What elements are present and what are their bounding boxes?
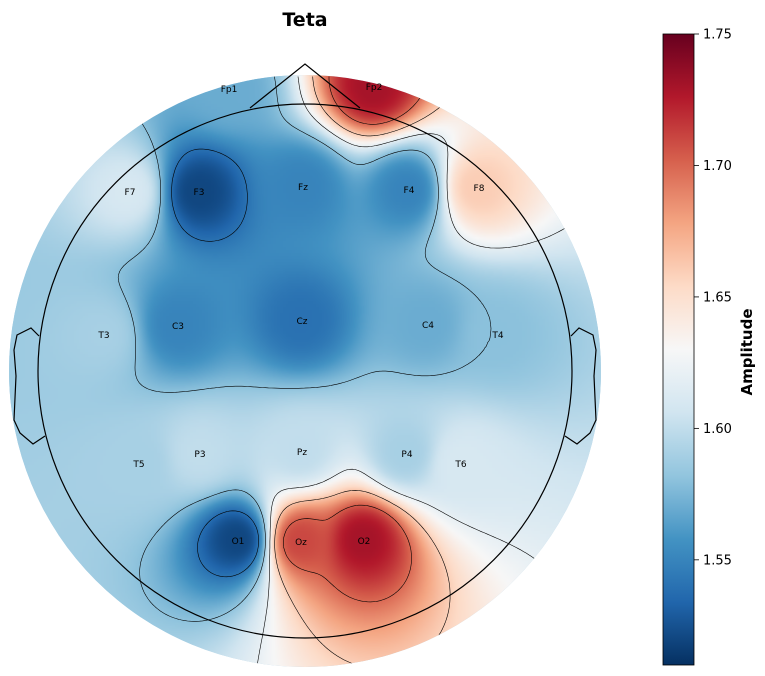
head-outline (13, 63, 597, 639)
electrode-label-f3: F3 (194, 188, 205, 198)
colorbar-tick-label: 1.60 (703, 422, 732, 437)
electrode-label-oz: Oz (295, 538, 307, 548)
electrode-label-c4: C4 (422, 321, 434, 331)
left-ear-outline (13, 327, 46, 445)
electrode-label-pz: Pz (297, 448, 307, 458)
electrode-labels: Fp1 Fp2 F7 F3 Fz F4 F8 T3 C3 Cz C4 T4 T5 P3 Pz P4 T6 O1 Oz… (97, 83, 503, 548)
head-circle (37, 103, 573, 639)
contour-line (283, 76, 429, 603)
colorbar-tick-label: 1.65 (703, 290, 732, 305)
colorbar-gradient (663, 34, 694, 665)
electrode-label-fz: Fz (298, 183, 308, 193)
electrode-label-c3: C3 (172, 322, 184, 332)
electrode-label-p3: P3 (194, 450, 205, 460)
colorbar-tick-label: 1.55 (703, 553, 732, 568)
contour-lines (105, 76, 601, 667)
colorbar-frame (662, 33, 695, 666)
electrode-label-t6: T6 (454, 460, 466, 470)
electrode-label-fp1: Fp1 (221, 85, 238, 95)
electrode-label-fp2: Fp2 (366, 83, 383, 93)
electrode-label-o2: O2 (358, 537, 371, 547)
scalp-map (9, 75, 601, 667)
contour-line (171, 148, 259, 578)
colorbar-ticks: 1.55 1.60 1.65 1.70 1.75 (694, 28, 732, 568)
contour-line (274, 76, 466, 667)
colorbar-label: Amplitude (738, 308, 756, 395)
amplitude-heatmap (9, 75, 601, 667)
electrode-label-f8: F8 (474, 184, 485, 194)
heatmap-image (9, 75, 601, 667)
colorbar: 1.55 1.60 1.65 1.70 1.75 Amplitude (662, 28, 756, 666)
electrode-label-t4: T4 (491, 331, 503, 341)
electrode-label-p4: P4 (401, 450, 412, 460)
right-ear-outline (564, 327, 597, 445)
electrode-label-o1: O1 (232, 537, 245, 547)
electrode-label-f7: F7 (125, 188, 136, 198)
electrode-label-cz: Cz (296, 317, 307, 327)
electrode-label-t3: T3 (97, 331, 109, 341)
colorbar-tick-label: 1.75 (703, 28, 732, 43)
electrode-label-f4: F4 (404, 186, 415, 196)
nose-outline (249, 63, 361, 109)
electrode-label-t5: T5 (132, 460, 144, 470)
colorbar-tick-label: 1.70 (703, 159, 732, 174)
chart-title: Teta (282, 9, 327, 31)
